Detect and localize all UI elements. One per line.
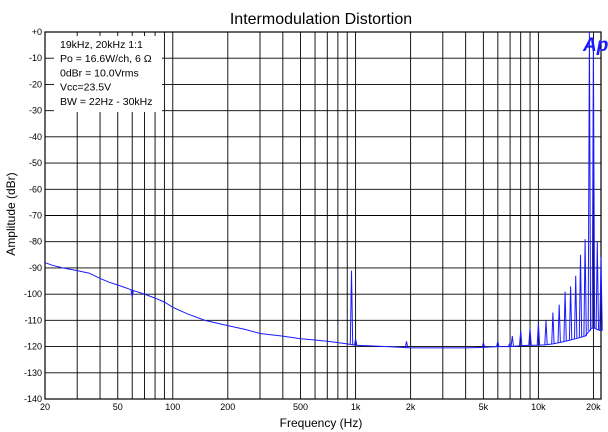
spectral-peak [481, 342, 486, 348]
noise-floor-line [44, 262, 602, 349]
y-tick-label: -120 [24, 342, 42, 352]
y-tick-label: -80 [29, 237, 42, 247]
spectral-peak [528, 328, 532, 346]
spectral-peak [519, 330, 523, 346]
spectral-peak [510, 336, 514, 347]
spectral-peak [591, 42, 596, 329]
y-tick-label: -100 [24, 289, 42, 299]
annotation-line: 19kHz, 20kHz 1:1 [60, 39, 143, 51]
x-tick-label: 50 [113, 402, 123, 412]
spectral-peak [551, 312, 555, 344]
y-tick-label: -10 [29, 53, 42, 63]
spectral-peak [130, 290, 134, 297]
annotation-line: 0dBr = 10.0Vrms [60, 67, 139, 79]
spectral-peak [353, 338, 358, 346]
spectral-peak [349, 270, 354, 345]
annotation-background [54, 36, 162, 112]
y-tick-label: +0 [32, 27, 42, 37]
x-axis-label: Frequency (Hz) [280, 416, 363, 430]
spectral-peak [587, 31, 592, 331]
y-tick-label: -60 [29, 184, 42, 194]
spectral-peak [507, 342, 512, 347]
y-tick-label: -70 [29, 211, 42, 221]
y-tick-label: -50 [29, 158, 42, 168]
spectral-peak [544, 320, 548, 345]
y-tick-label: -40 [29, 132, 42, 142]
spectral-peak [557, 304, 561, 343]
annotation-line: BW = 22Hz - 30kHz [60, 96, 153, 108]
x-tick-label: 1k [351, 402, 361, 412]
x-tick-label: 20k [586, 402, 601, 412]
spectral-peak [404, 341, 409, 348]
y-tick-label: -130 [24, 368, 42, 378]
chart-title: Intermodulation Distortion [230, 11, 412, 28]
tick-labels: +0 -10 -20 -30 -40 -50 -60 -70 -80 -90 -100 -110 -12… [24, 27, 601, 412]
annotation-line: Po = 16.6W/ch, 6 Ω [60, 53, 152, 65]
spectral-peak [583, 239, 587, 337]
ap-logo: Ap [582, 35, 608, 56]
spectral-peak [574, 275, 578, 339]
x-tick-label: 5k [479, 402, 489, 412]
y-tick-label: -20 [29, 79, 42, 89]
spectral-peak [568, 286, 573, 341]
y-tick-label: -90 [29, 263, 42, 273]
spectral-peak [578, 254, 583, 338]
plot-frame [44, 31, 602, 400]
y-axis-label: Amplitude (dBr) [4, 172, 18, 255]
spectral-peak [599, 257, 603, 331]
annotation-line: Vcc=23.5V [60, 82, 111, 94]
y-tick-label: -140 [24, 394, 42, 404]
spectral-peak [536, 322, 541, 346]
x-tick-label: 500 [293, 402, 308, 412]
y-tick-label: -30 [29, 106, 42, 116]
x-tick-label: 2k [406, 402, 416, 412]
spectral-peak [563, 291, 567, 342]
x-tick-label: 200 [220, 402, 235, 412]
spectral-peak [496, 341, 500, 347]
x-tick-label: 10k [531, 402, 546, 412]
annotation-box: 19kHz, 20kHz 1:1 Po = 16.6W/ch, 6 Ω 0dBr =… [54, 36, 162, 112]
plot-area [44, 31, 603, 349]
y-tick-label: -110 [25, 315, 42, 325]
x-tick-label: 20 [40, 402, 50, 412]
spectral-peak [595, 241, 599, 330]
x-tick-label: 100 [165, 402, 180, 412]
